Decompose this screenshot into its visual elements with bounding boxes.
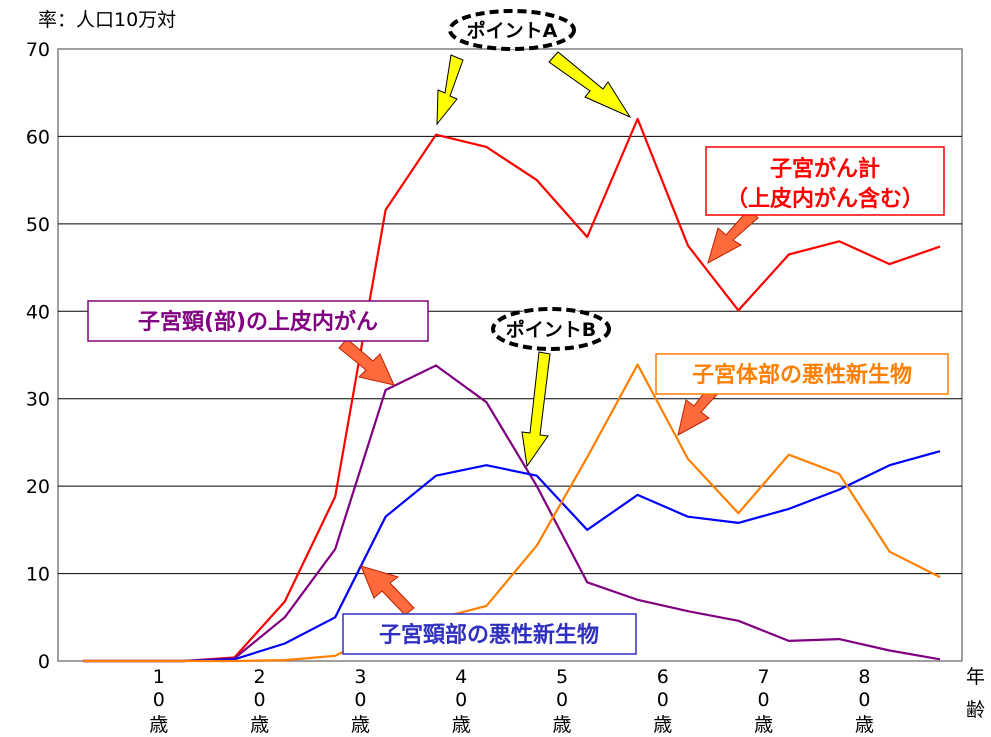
x-tick-digit: 6: [657, 666, 669, 688]
x-tick-digit: 0: [657, 689, 669, 711]
x-tick-suffix: 歳: [855, 714, 874, 736]
y-axis: 0 10 20 30 40 50 60 70: [26, 39, 50, 673]
x-tick-digit: 0: [354, 689, 366, 711]
x-tick-suffix: 歳: [754, 714, 773, 736]
x-tick-digit: 4: [455, 666, 467, 688]
point-a-ellipse: [448, 9, 576, 51]
point-b-label: ポイントB: [506, 318, 596, 341]
x-tick-digit: 3: [354, 666, 366, 688]
series-group: [83, 117, 941, 663]
x-tick-digit: 0: [758, 689, 770, 711]
point-b-arrow: [521, 351, 551, 468]
y-unit-label: 率：人口10万対: [38, 9, 176, 31]
x-tick-label: 20 歳: [250, 666, 269, 736]
x-tick-label: 60 歳: [653, 666, 672, 736]
corpus-label: 子宮体部の悪性新生物: [692, 362, 912, 388]
total-label-line2: （上皮内がん含む）: [726, 186, 924, 212]
y-tick-label: 10: [26, 564, 50, 586]
x-tick-label: 50 歳: [552, 666, 571, 736]
x-tick-digit: 7: [758, 666, 770, 688]
x-tick-digit: 2: [254, 666, 266, 688]
cervical-label: 子宮頸部の悪性新生物: [379, 622, 599, 648]
cervical-callout-arrow: [360, 565, 415, 616]
x-tick-suffix: 歳: [452, 714, 471, 736]
y-tick-label: 50: [26, 214, 50, 236]
x-tick-digit: 1: [153, 666, 165, 688]
x-tick-suffix: 歳: [552, 714, 571, 736]
cis-label: 子宮頸(部)の上皮内がん: [138, 309, 378, 335]
x-tick-suffix: 歳: [250, 714, 269, 736]
y-tick-label: 40: [26, 301, 50, 323]
x-tick-label: 70 歳: [754, 666, 773, 736]
x-tick-digit: 0: [455, 689, 467, 711]
point-b-callout: ポイントB: [491, 307, 611, 351]
grid: [58, 135, 962, 575]
y-tick-label: 60: [26, 126, 50, 148]
total-label-line1: 子宮がん計: [770, 156, 880, 182]
y-tick-label: 0: [38, 651, 50, 673]
point-a-arrow-right: [548, 51, 632, 119]
corpus-label-box: 子宮体部の悪性新生物: [655, 353, 949, 395]
x-tick-suffix: 歳: [149, 714, 168, 736]
x-tick-label: 40 歳: [452, 666, 471, 736]
cis-label-box: 子宮頸(部)の上皮内がん: [87, 300, 429, 342]
x-tick-label: 80 歳: [855, 666, 874, 736]
x-tick-digit: 0: [153, 689, 165, 711]
x-tick-suffix: 歳: [351, 714, 370, 736]
series-line-4: [83, 363, 941, 663]
x-tick-digit: 5: [556, 666, 568, 688]
x-tick-label: 10 歳: [149, 666, 168, 736]
x-unit-label-2: 齢: [966, 699, 985, 721]
point-a-label: ポイントA: [467, 19, 558, 42]
series-line-3: [83, 450, 941, 663]
x-unit-label-1: 年: [966, 666, 985, 688]
cis-callout-arrow: [338, 338, 395, 386]
y-tick-label: 70: [26, 39, 50, 61]
total-label-box: 子宮がん計 （上皮内がん含む）: [705, 146, 945, 216]
x-tick-suffix: 歳: [653, 714, 672, 736]
x-tick-label: 30 歳: [351, 666, 370, 736]
point-b-ellipse: [491, 307, 611, 351]
y-tick-label: 20: [26, 476, 50, 498]
point-a-arrow-left: [436, 54, 464, 126]
x-tick-digit: 0: [254, 689, 266, 711]
x-tick-digit: 0: [858, 689, 870, 711]
y-tick-label: 30: [26, 389, 50, 411]
point-arrows: [436, 51, 632, 468]
point-a-callout: ポイントA: [448, 9, 576, 51]
cervical-label-box: 子宮頸部の悪性新生物: [342, 613, 637, 655]
x-tick-digit: 8: [858, 666, 870, 688]
x-tick-digit: 0: [556, 689, 568, 711]
